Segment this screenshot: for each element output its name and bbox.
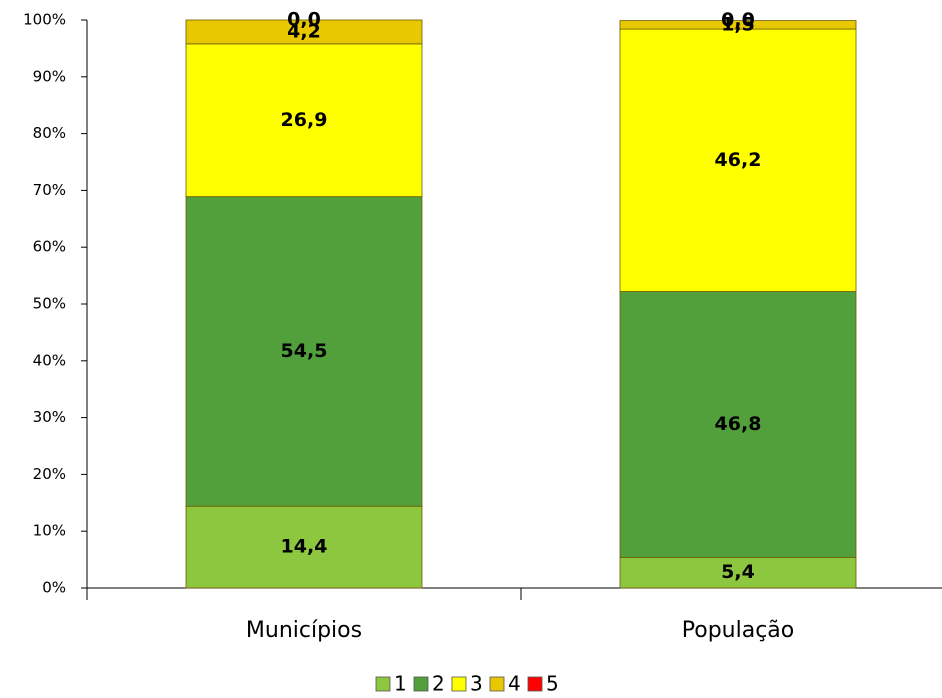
x-tick-label: População <box>682 618 794 643</box>
legend-swatch <box>452 677 466 691</box>
data-label: 5,4 <box>721 561 755 583</box>
y-tick-label: 0% <box>42 579 66 597</box>
y-tick-label: 10% <box>33 522 66 540</box>
data-label: 54,5 <box>281 340 328 362</box>
y-tick-label: 30% <box>33 408 66 426</box>
legend-label: 1 <box>394 672 407 696</box>
x-tick-label: Municípios <box>246 618 362 643</box>
legend-label: 5 <box>546 672 559 696</box>
data-label: 0,0 <box>721 9 755 31</box>
y-tick-label: 100% <box>23 11 66 29</box>
y-tick-label: 70% <box>33 181 66 199</box>
y-tick-label: 50% <box>33 295 66 313</box>
y-tick-label: 80% <box>33 124 66 142</box>
legend-swatch <box>376 677 390 691</box>
legend-label: 2 <box>432 672 445 696</box>
data-label: 46,2 <box>715 149 762 171</box>
legend-label: 4 <box>508 672 521 696</box>
y-tick-label: 20% <box>33 465 66 483</box>
legend-swatch <box>528 677 542 691</box>
data-label: 46,8 <box>715 413 762 435</box>
data-label: 0,0 <box>287 9 321 31</box>
y-tick-label: 90% <box>33 67 66 85</box>
data-label: 14,4 <box>281 536 328 558</box>
chart: 0% 10% 20% 30% 40% 50% 60% 70% 80% 90% 100% Municíp… <box>0 0 942 698</box>
legend-swatch <box>490 677 504 691</box>
legend-label: 3 <box>470 672 483 696</box>
data-label: 26,9 <box>281 109 328 131</box>
y-tick-label: 40% <box>33 351 66 369</box>
legend-swatch <box>414 677 428 691</box>
y-tick-label: 60% <box>33 238 66 256</box>
